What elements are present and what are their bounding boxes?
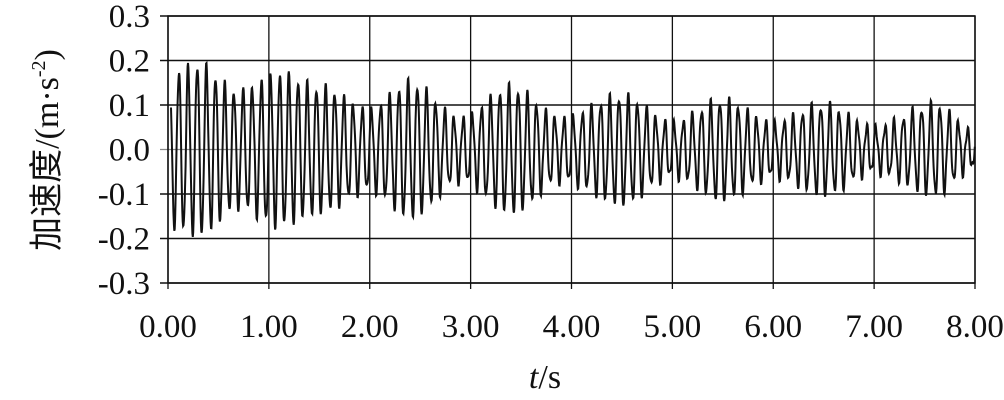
acceleration-series-line bbox=[170, 60, 976, 238]
y-tick-label: 0.3 bbox=[109, 0, 150, 35]
x-axis-label: t/s bbox=[529, 359, 561, 396]
y-tick-label: -0.2 bbox=[98, 222, 150, 258]
y-tick-label: 0.1 bbox=[109, 88, 150, 124]
x-tick-label: 4.00 bbox=[543, 309, 601, 345]
y-axis-label: 加速度/(m·s-2) bbox=[28, 49, 66, 251]
x-tick-label: 0.00 bbox=[139, 309, 197, 345]
y-tick-label: -0.3 bbox=[98, 266, 150, 302]
y-tick-label: 0.2 bbox=[109, 44, 150, 80]
x-tick-labels: 0.00 1.00 2.00 3.00 4.00 5.00 6.00 7.00 8.00 bbox=[139, 309, 1004, 345]
y-tick-label: 0.0 bbox=[109, 133, 150, 169]
x-tick-label: 1.00 bbox=[240, 309, 298, 345]
x-tick-label: 5.00 bbox=[644, 309, 702, 345]
x-tick-label: 2.00 bbox=[341, 309, 399, 345]
x-tick-label: 3.00 bbox=[442, 309, 500, 345]
y-tick-labels: 0.3 0.2 0.1 0.0 -0.1 -0.2 -0.3 bbox=[98, 0, 150, 302]
x-tick-label: 8.00 bbox=[946, 309, 1004, 345]
y-tick-label: -0.1 bbox=[98, 177, 150, 213]
x-tick-label: 6.00 bbox=[744, 309, 802, 345]
plot-frame bbox=[167, 15, 976, 284]
x-tick-label: 7.00 bbox=[845, 309, 903, 345]
